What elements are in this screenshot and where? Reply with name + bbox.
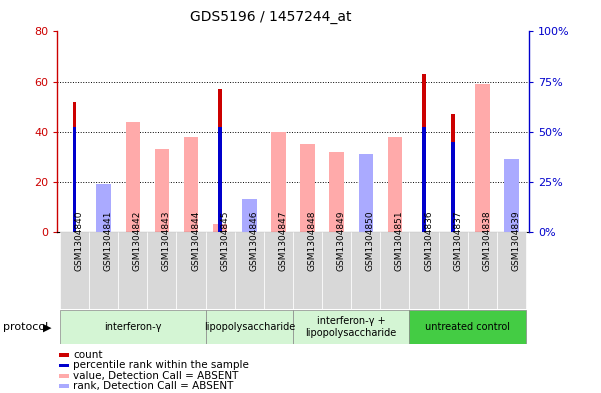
Bar — [271, 132, 285, 232]
Bar — [60, 232, 89, 309]
Bar — [89, 232, 118, 309]
Bar — [126, 122, 140, 232]
Bar — [59, 384, 69, 388]
Text: protocol: protocol — [3, 322, 48, 332]
Bar — [96, 204, 111, 232]
Text: count: count — [73, 350, 102, 360]
Bar — [206, 310, 293, 344]
Bar — [184, 137, 198, 232]
Bar — [497, 232, 526, 309]
Bar — [409, 232, 439, 309]
Bar — [177, 232, 206, 309]
Bar — [264, 232, 293, 309]
Text: GSM1304838: GSM1304838 — [482, 211, 491, 272]
Bar — [147, 232, 177, 309]
Text: untreated control: untreated control — [426, 322, 510, 332]
Bar — [409, 310, 526, 344]
Bar — [423, 127, 426, 232]
Text: percentile rank within the sample: percentile rank within the sample — [73, 360, 249, 371]
Text: lipopolysaccharide: lipopolysaccharide — [204, 322, 295, 332]
Bar — [154, 149, 169, 232]
Bar — [423, 74, 426, 232]
Text: GSM1304839: GSM1304839 — [511, 211, 520, 272]
Text: GSM1304844: GSM1304844 — [191, 211, 200, 271]
Bar — [468, 232, 497, 309]
Bar — [235, 232, 264, 309]
Bar — [359, 154, 373, 232]
Bar — [388, 137, 402, 232]
Bar — [293, 232, 322, 309]
Bar — [59, 364, 69, 367]
Bar — [351, 232, 380, 309]
Text: rank, Detection Call = ABSENT: rank, Detection Call = ABSENT — [73, 381, 233, 391]
Text: ▶: ▶ — [43, 322, 52, 332]
Bar — [329, 152, 344, 232]
Bar — [60, 310, 206, 344]
Text: GSM1304836: GSM1304836 — [424, 211, 433, 272]
Bar — [218, 127, 222, 232]
Text: value, Detection Call = ABSENT: value, Detection Call = ABSENT — [73, 371, 239, 381]
Bar — [242, 199, 257, 232]
Text: GSM1304841: GSM1304841 — [104, 211, 113, 271]
Text: GSM1304843: GSM1304843 — [162, 211, 171, 271]
Bar — [59, 353, 69, 357]
Bar — [73, 127, 76, 232]
Bar — [293, 310, 409, 344]
Bar — [300, 144, 315, 232]
Text: GDS5196 / 1457244_at: GDS5196 / 1457244_at — [190, 10, 351, 24]
Text: GSM1304842: GSM1304842 — [133, 211, 142, 271]
Text: GSM1304845: GSM1304845 — [220, 211, 229, 271]
Bar — [118, 232, 147, 309]
Bar — [322, 232, 351, 309]
Bar — [96, 184, 111, 232]
Bar — [475, 84, 490, 232]
Text: GSM1304851: GSM1304851 — [395, 211, 404, 272]
Bar — [380, 232, 409, 309]
Text: GSM1304850: GSM1304850 — [366, 211, 375, 272]
Text: GSM1304847: GSM1304847 — [278, 211, 287, 271]
Bar — [451, 141, 455, 232]
Text: GSM1304840: GSM1304840 — [75, 211, 84, 271]
Bar — [213, 224, 227, 232]
Text: GSM1304848: GSM1304848 — [308, 211, 317, 271]
Bar — [218, 89, 222, 232]
Bar — [73, 101, 76, 232]
Bar — [504, 159, 519, 232]
Bar — [451, 114, 455, 232]
Bar — [59, 374, 69, 378]
Bar — [439, 232, 468, 309]
Bar — [359, 159, 373, 232]
Bar — [206, 232, 235, 309]
Text: GSM1304849: GSM1304849 — [337, 211, 346, 271]
Bar — [504, 162, 519, 232]
Text: GSM1304846: GSM1304846 — [249, 211, 258, 271]
Text: interferon-γ +
lipopolysaccharide: interferon-γ + lipopolysaccharide — [305, 316, 397, 338]
Text: interferon-γ: interferon-γ — [104, 322, 162, 332]
Text: GSM1304837: GSM1304837 — [453, 211, 462, 272]
